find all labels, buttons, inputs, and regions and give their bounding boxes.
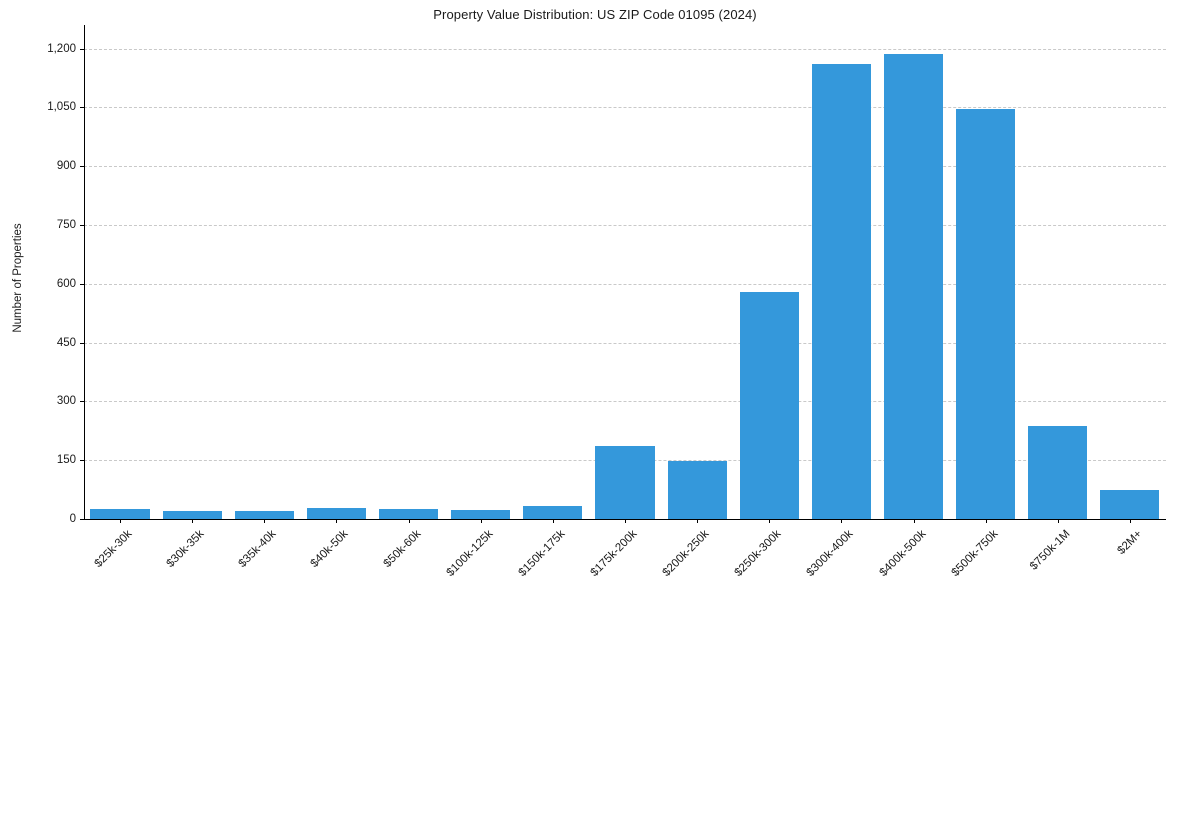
y-tick-label: 1,200 [47,42,76,55]
bar [1100,489,1160,519]
x-tick-mark [625,519,626,523]
x-tick-mark [192,519,194,523]
y-tick-mark [80,166,84,168]
y-tick-mark [80,283,84,285]
x-tick-label: $40k-50k [309,528,351,570]
plot-area [84,25,1166,519]
x-tick-label: $35k-40k [236,528,279,570]
x-tick-mark [552,519,554,523]
bar [667,460,727,519]
x-tick-label: $175k-200k [588,528,640,579]
x-tick-label: $2M+ [1115,528,1145,558]
x-tick-label: $500k-750k [949,528,1001,579]
x-tick-mark [697,519,699,523]
y-tick-mark [80,401,84,403]
y-tick-label: 900 [56,160,76,173]
y-tick-label: 0 [69,513,76,525]
y-tick-label: 1,050 [47,101,76,114]
x-tick-mark [1129,519,1131,523]
bar [234,510,294,519]
x-tick-mark [408,519,410,523]
x-tick-mark [1057,519,1059,523]
y-tick-mark [80,48,84,50]
x-tick-mark [480,519,482,523]
x-tick-mark [841,519,843,523]
bar [523,506,583,519]
bar [595,446,655,519]
y-axis-label: Number of Properties [12,223,24,333]
y-tick-mark [80,224,84,226]
y-tick-mark [80,342,84,344]
gridline [84,48,1166,50]
x-tick-label: $400k-500k [877,528,929,579]
y-tick-label: 750 [56,218,76,231]
x-tick-mark [985,519,987,523]
y-axis-line [84,25,85,519]
y-tick-label: 150 [56,454,76,467]
bar [379,508,439,519]
x-tick-label: $300k-400k [804,528,856,579]
x-tick-label: $100k-125k [444,528,496,579]
y-tick-label: 600 [56,277,76,290]
x-tick-mark [120,519,122,523]
x-tick-label: $50k-60k [381,528,424,570]
x-tick-mark [264,519,266,523]
chart-figure: Property Value Distribution: US ZIP Code… [12,7,1166,579]
y-tick-mark [80,519,84,520]
x-tick-mark [913,519,915,523]
bar [90,509,150,519]
y-tick-label: 450 [56,336,76,349]
bar [811,64,871,519]
bar [739,292,799,519]
x-tick-label: $250k-300k [732,528,784,579]
x-tick-label: $200k-250k [660,528,712,579]
bar [956,108,1016,519]
y-tick-label: 300 [56,395,76,408]
bar [306,507,367,519]
x-tick-label: $750k-1M [1027,528,1073,573]
x-tick-mark [336,519,338,523]
bar [162,510,222,519]
chart-title: Property Value Distribution: US ZIP Code… [433,7,757,22]
bar [883,54,944,519]
x-tick-label: $150k-175k [516,528,568,579]
y-tick-mark [80,107,84,109]
bar [451,509,511,519]
x-tick-mark [769,519,771,523]
y-tick-mark [80,460,84,462]
bar [1028,426,1088,519]
